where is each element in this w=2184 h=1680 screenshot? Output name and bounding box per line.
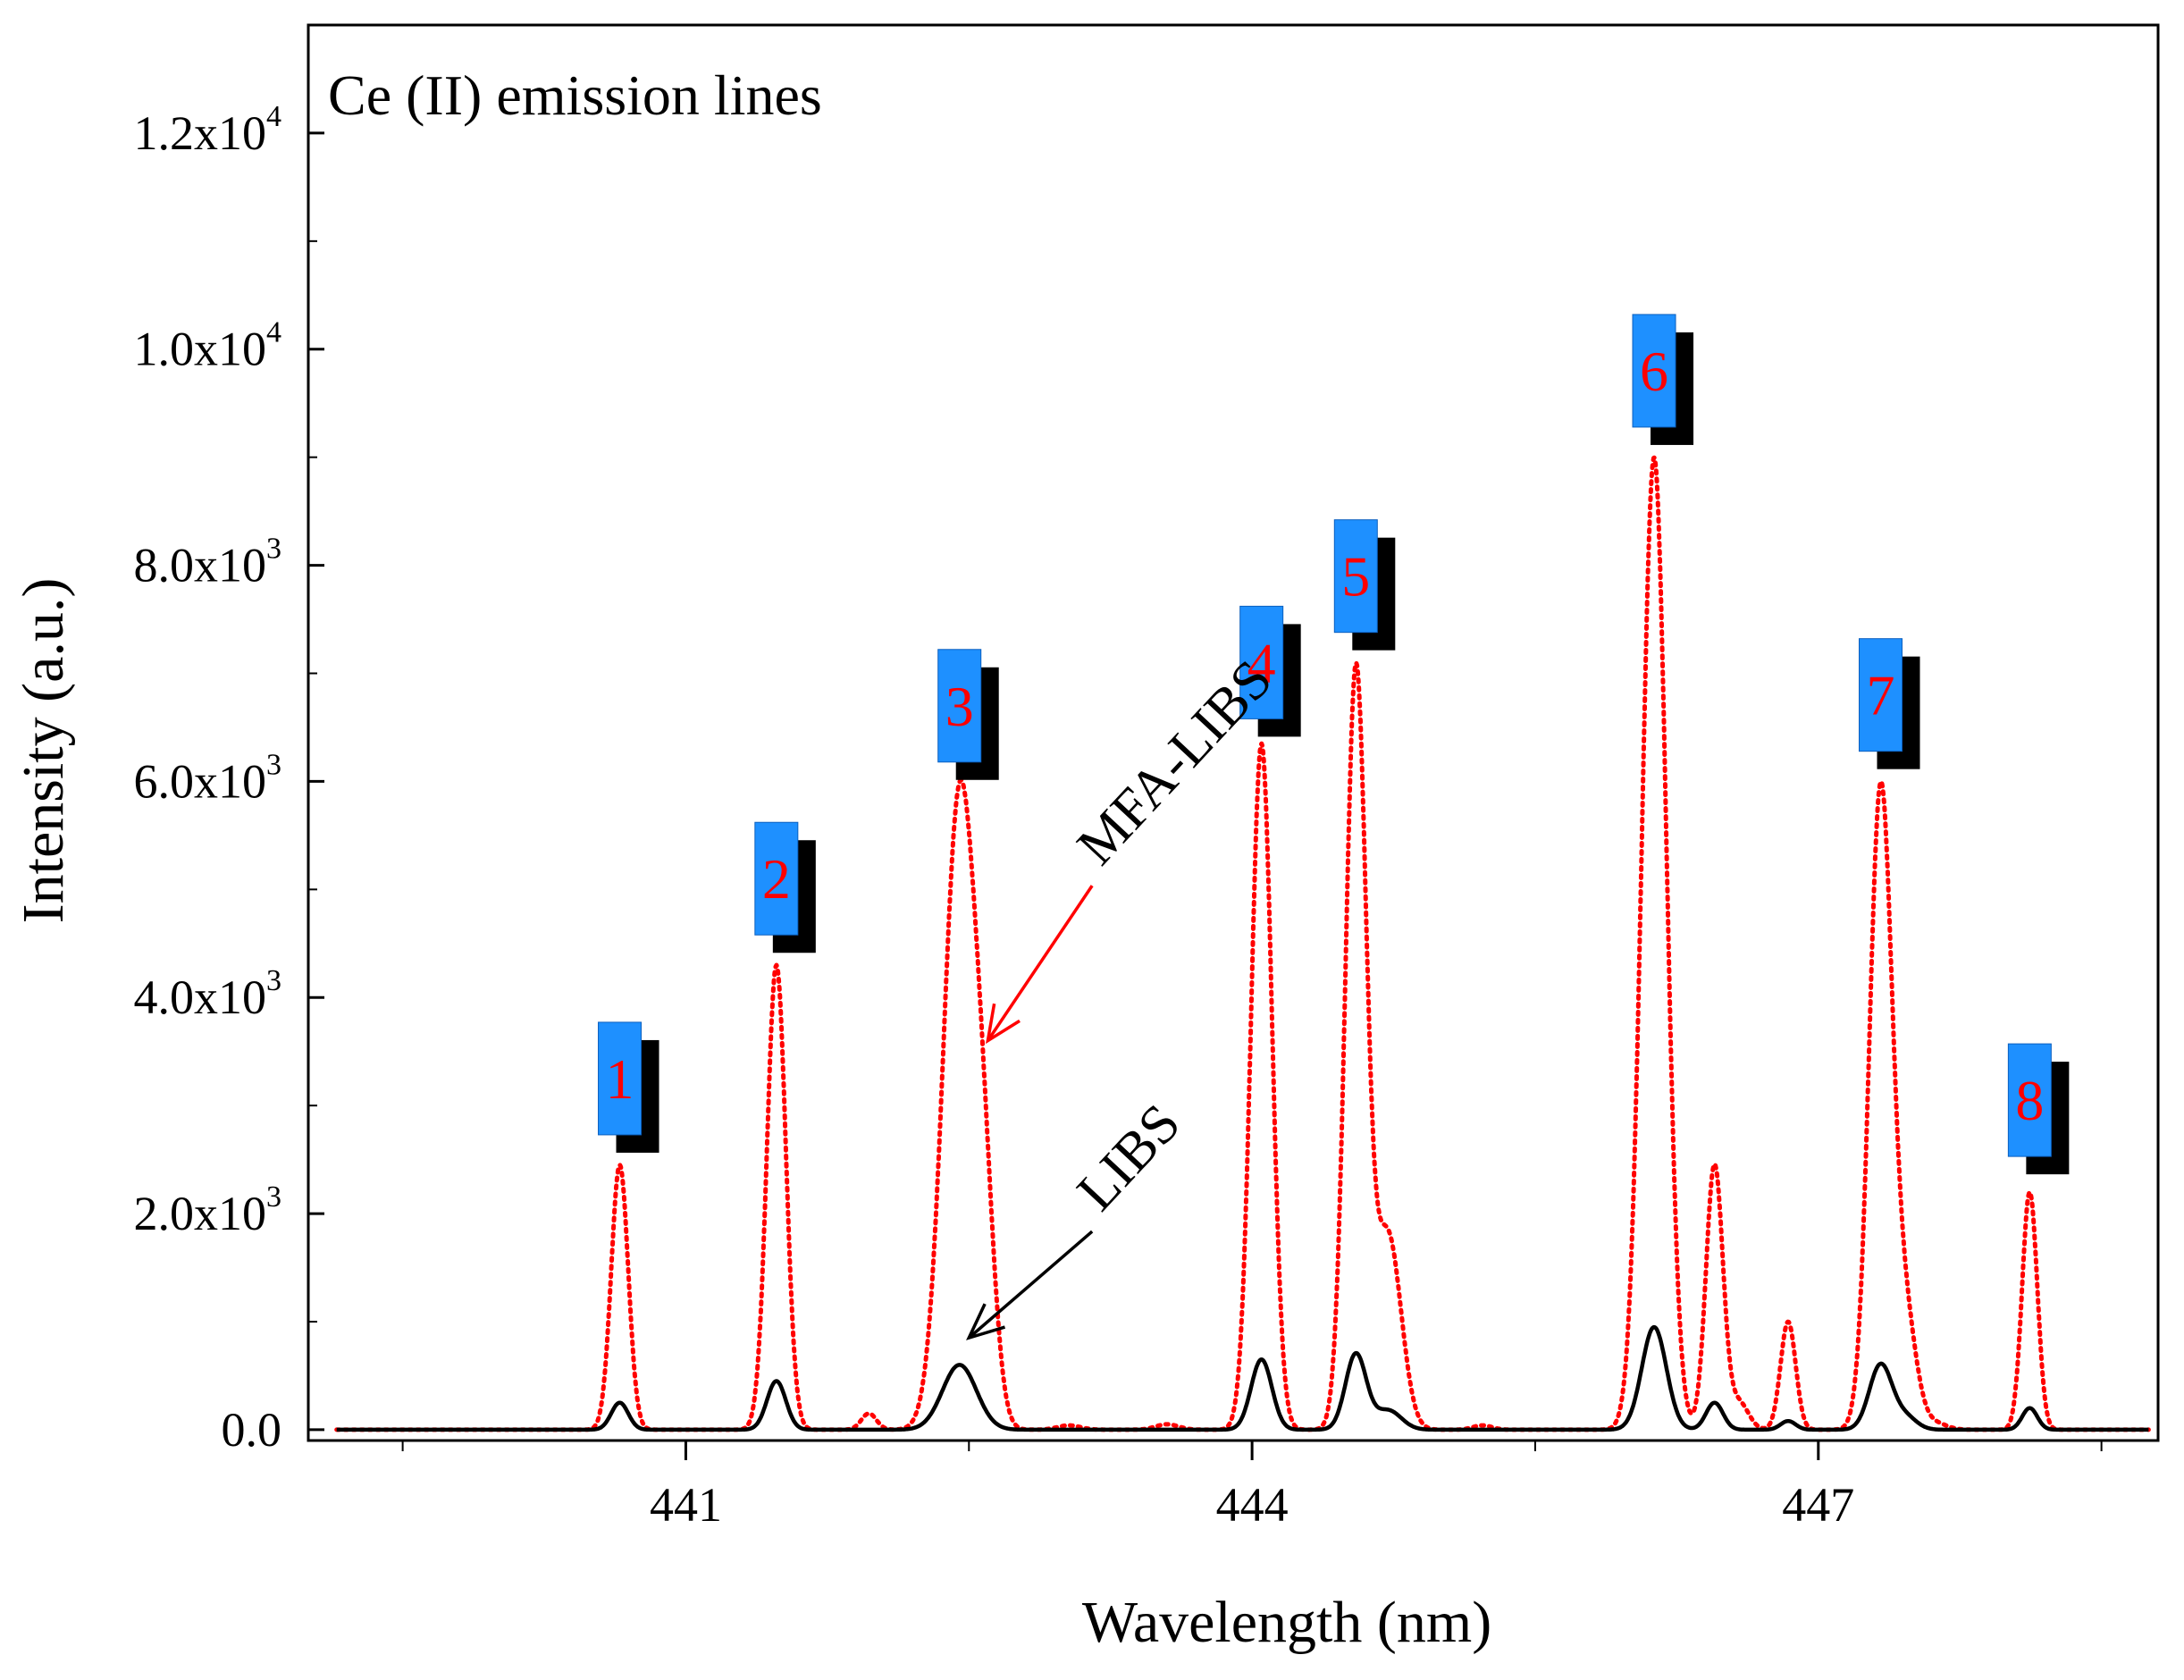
peak-label-box bbox=[1239, 605, 1284, 719]
annotation-arrow-line bbox=[986, 885, 1094, 1042]
annotation-arrow-line bbox=[968, 1230, 1094, 1340]
peak-label-5: 5 bbox=[1341, 545, 1370, 609]
annotation-layer: MFA-LIBS LIBS bbox=[966, 649, 1284, 1340]
peak-label-box bbox=[937, 649, 982, 763]
y-tick-label: 8.0x103 bbox=[134, 533, 282, 592]
y-tick-label: 4.0x103 bbox=[134, 964, 282, 1024]
y-axis-title: Intensity (a.u.) bbox=[11, 578, 76, 924]
x-tick-label: 444 bbox=[1216, 1478, 1289, 1532]
series-line-mfa-libs bbox=[334, 455, 2151, 1432]
x-tick-label: 447 bbox=[1782, 1478, 1854, 1532]
axes-layer: 0.0 2.0x103 4.0x103 6.0x103 8.0x103 1.0x104 1.… bbox=[134, 23, 2160, 1532]
x-axis-title: Wavelength (nm) bbox=[1082, 1590, 1491, 1655]
y-tick-label: 1.0x104 bbox=[134, 316, 282, 376]
annotation-label: MFA-LIBS bbox=[1066, 649, 1284, 877]
annotation-arrow-head bbox=[966, 1303, 1006, 1340]
peak-label-2: 2 bbox=[762, 847, 791, 911]
peak-label-1: 1 bbox=[606, 1047, 634, 1111]
peak-label-6: 6 bbox=[1640, 340, 1668, 403]
peak-label-box bbox=[598, 1021, 643, 1136]
peak-label-3: 3 bbox=[945, 675, 974, 738]
plot-frame bbox=[307, 23, 2160, 1442]
y-tick-label: 6.0x103 bbox=[134, 748, 282, 808]
y-tick-label: 2.0x103 bbox=[134, 1180, 282, 1240]
annotation-arrow-head bbox=[986, 1003, 1021, 1045]
x-tick-label: 441 bbox=[650, 1478, 722, 1532]
peak-label-box bbox=[1859, 638, 1903, 752]
peak-label-box bbox=[1333, 519, 1378, 634]
peak-label-4: 4 bbox=[1247, 631, 1276, 694]
y-tick-label: 0.0 bbox=[222, 1403, 282, 1457]
peak-label-box bbox=[2007, 1043, 2052, 1157]
peak-labels-layer: 1 2 3 4 5 6 7 8 bbox=[598, 314, 2070, 1175]
peak-label-box bbox=[1632, 314, 1676, 428]
peak-label-8: 8 bbox=[2015, 1069, 2044, 1132]
annotation-label: LIBS bbox=[1066, 1093, 1192, 1222]
peak-label-box bbox=[754, 821, 799, 936]
peak-label-7: 7 bbox=[1867, 664, 1895, 727]
y-tick-label: 1.2x104 bbox=[134, 100, 282, 160]
series-line-libs bbox=[335, 1324, 2150, 1432]
chart-title: Ce (II) emission lines bbox=[328, 63, 822, 127]
series-layer bbox=[334, 455, 2151, 1432]
